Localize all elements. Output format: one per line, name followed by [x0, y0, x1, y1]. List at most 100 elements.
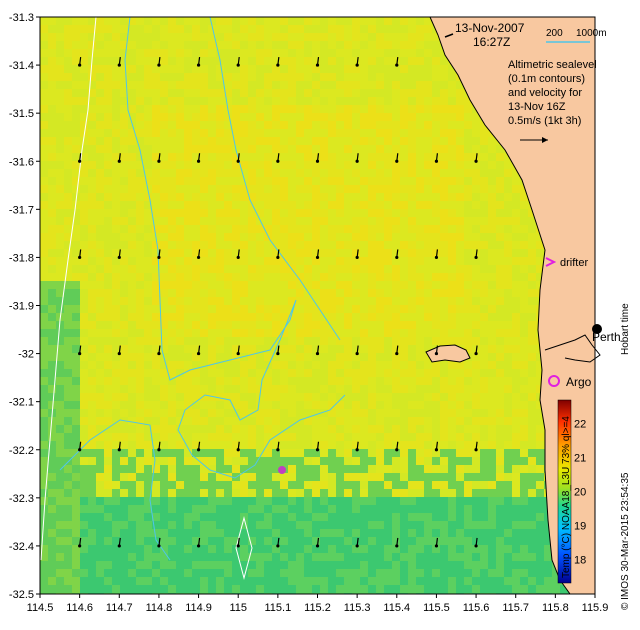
sst-cell [264, 489, 272, 497]
sst-cell [80, 585, 88, 593]
sst-cell [208, 417, 216, 425]
sst-cell [256, 281, 264, 289]
sst-cell [280, 57, 288, 65]
sst-cell [216, 33, 224, 41]
sst-cell [312, 505, 320, 513]
sst-cell [376, 569, 384, 577]
sst-cell [520, 505, 528, 513]
sst-cell [120, 529, 128, 537]
sst-cell [48, 257, 56, 265]
sst-cell [360, 273, 368, 281]
sst-cell [224, 577, 232, 585]
sst-cell [112, 137, 120, 145]
sst-cell [344, 321, 352, 329]
sst-cell [72, 329, 80, 337]
sst-cell [96, 177, 104, 185]
sst-cell [168, 241, 176, 249]
sst-cell [456, 161, 464, 169]
sst-cell [88, 145, 96, 153]
sst-cell [56, 161, 64, 169]
sst-cell [400, 521, 408, 529]
sst-cell [456, 281, 464, 289]
sst-cell [280, 161, 288, 169]
sst-cell [512, 417, 520, 425]
sst-cell [96, 97, 104, 105]
sst-cell [328, 257, 336, 265]
sst-cell [272, 369, 280, 377]
sst-cell [136, 281, 144, 289]
sst-cell [328, 65, 336, 73]
sst-cell [384, 209, 392, 217]
sst-cell [184, 41, 192, 49]
sst-cell [536, 569, 544, 577]
sst-cell [168, 265, 176, 273]
sst-cell [288, 529, 296, 537]
sst-cell [80, 361, 88, 369]
sst-cell [40, 417, 48, 425]
sst-cell [248, 497, 256, 505]
sst-cell [56, 425, 64, 433]
sst-cell [520, 377, 528, 385]
sst-cell [400, 401, 408, 409]
sst-cell [448, 457, 456, 465]
sst-cell [440, 481, 448, 489]
sst-cell [56, 409, 64, 417]
sst-cell [520, 561, 528, 569]
sst-cell [392, 545, 400, 553]
sst-cell [200, 497, 208, 505]
sst-cell [336, 113, 344, 121]
sst-cell [408, 201, 416, 209]
sst-cell [120, 393, 128, 401]
sst-cell [72, 289, 80, 297]
sst-cell [240, 233, 248, 241]
sst-cell [512, 321, 520, 329]
sst-cell [352, 281, 360, 289]
sst-cell [184, 545, 192, 553]
sst-cell [144, 345, 152, 353]
sst-cell [232, 377, 240, 385]
sst-cell [312, 513, 320, 521]
sst-cell [272, 273, 280, 281]
sst-cell [296, 33, 304, 41]
sst-cell [136, 57, 144, 65]
sst-cell [368, 345, 376, 353]
sst-cell [344, 169, 352, 177]
sst-cell [136, 105, 144, 113]
sst-cell [120, 225, 128, 233]
sst-cell [272, 545, 280, 553]
sst-cell [240, 313, 248, 321]
sst-cell [296, 89, 304, 97]
sst-cell [288, 65, 296, 73]
sst-cell [440, 513, 448, 521]
sst-cell [536, 257, 544, 265]
sst-cell [176, 201, 184, 209]
sst-cell [424, 121, 432, 129]
sst-cell [328, 121, 336, 129]
sst-cell [288, 553, 296, 561]
sst-cell [256, 33, 264, 41]
sst-cell [176, 569, 184, 577]
sst-cell [208, 49, 216, 57]
sst-cell [296, 441, 304, 449]
sst-cell [48, 585, 56, 593]
sst-cell [248, 537, 256, 545]
sst-cell [192, 481, 200, 489]
sst-cell [96, 473, 104, 481]
sst-cell [128, 489, 136, 497]
sst-cell [432, 161, 440, 169]
sst-cell [248, 169, 256, 177]
sst-cell [152, 297, 160, 305]
sst-cell [312, 345, 320, 353]
sst-cell [192, 209, 200, 217]
sst-cell [520, 217, 528, 225]
sst-cell [256, 241, 264, 249]
sst-cell [136, 25, 144, 33]
sst-cell [128, 169, 136, 177]
sst-cell [264, 537, 272, 545]
sst-cell [216, 361, 224, 369]
sst-cell [120, 337, 128, 345]
sst-cell [120, 353, 128, 361]
sst-cell [280, 457, 288, 465]
sst-cell [488, 417, 496, 425]
sst-cell [176, 473, 184, 481]
